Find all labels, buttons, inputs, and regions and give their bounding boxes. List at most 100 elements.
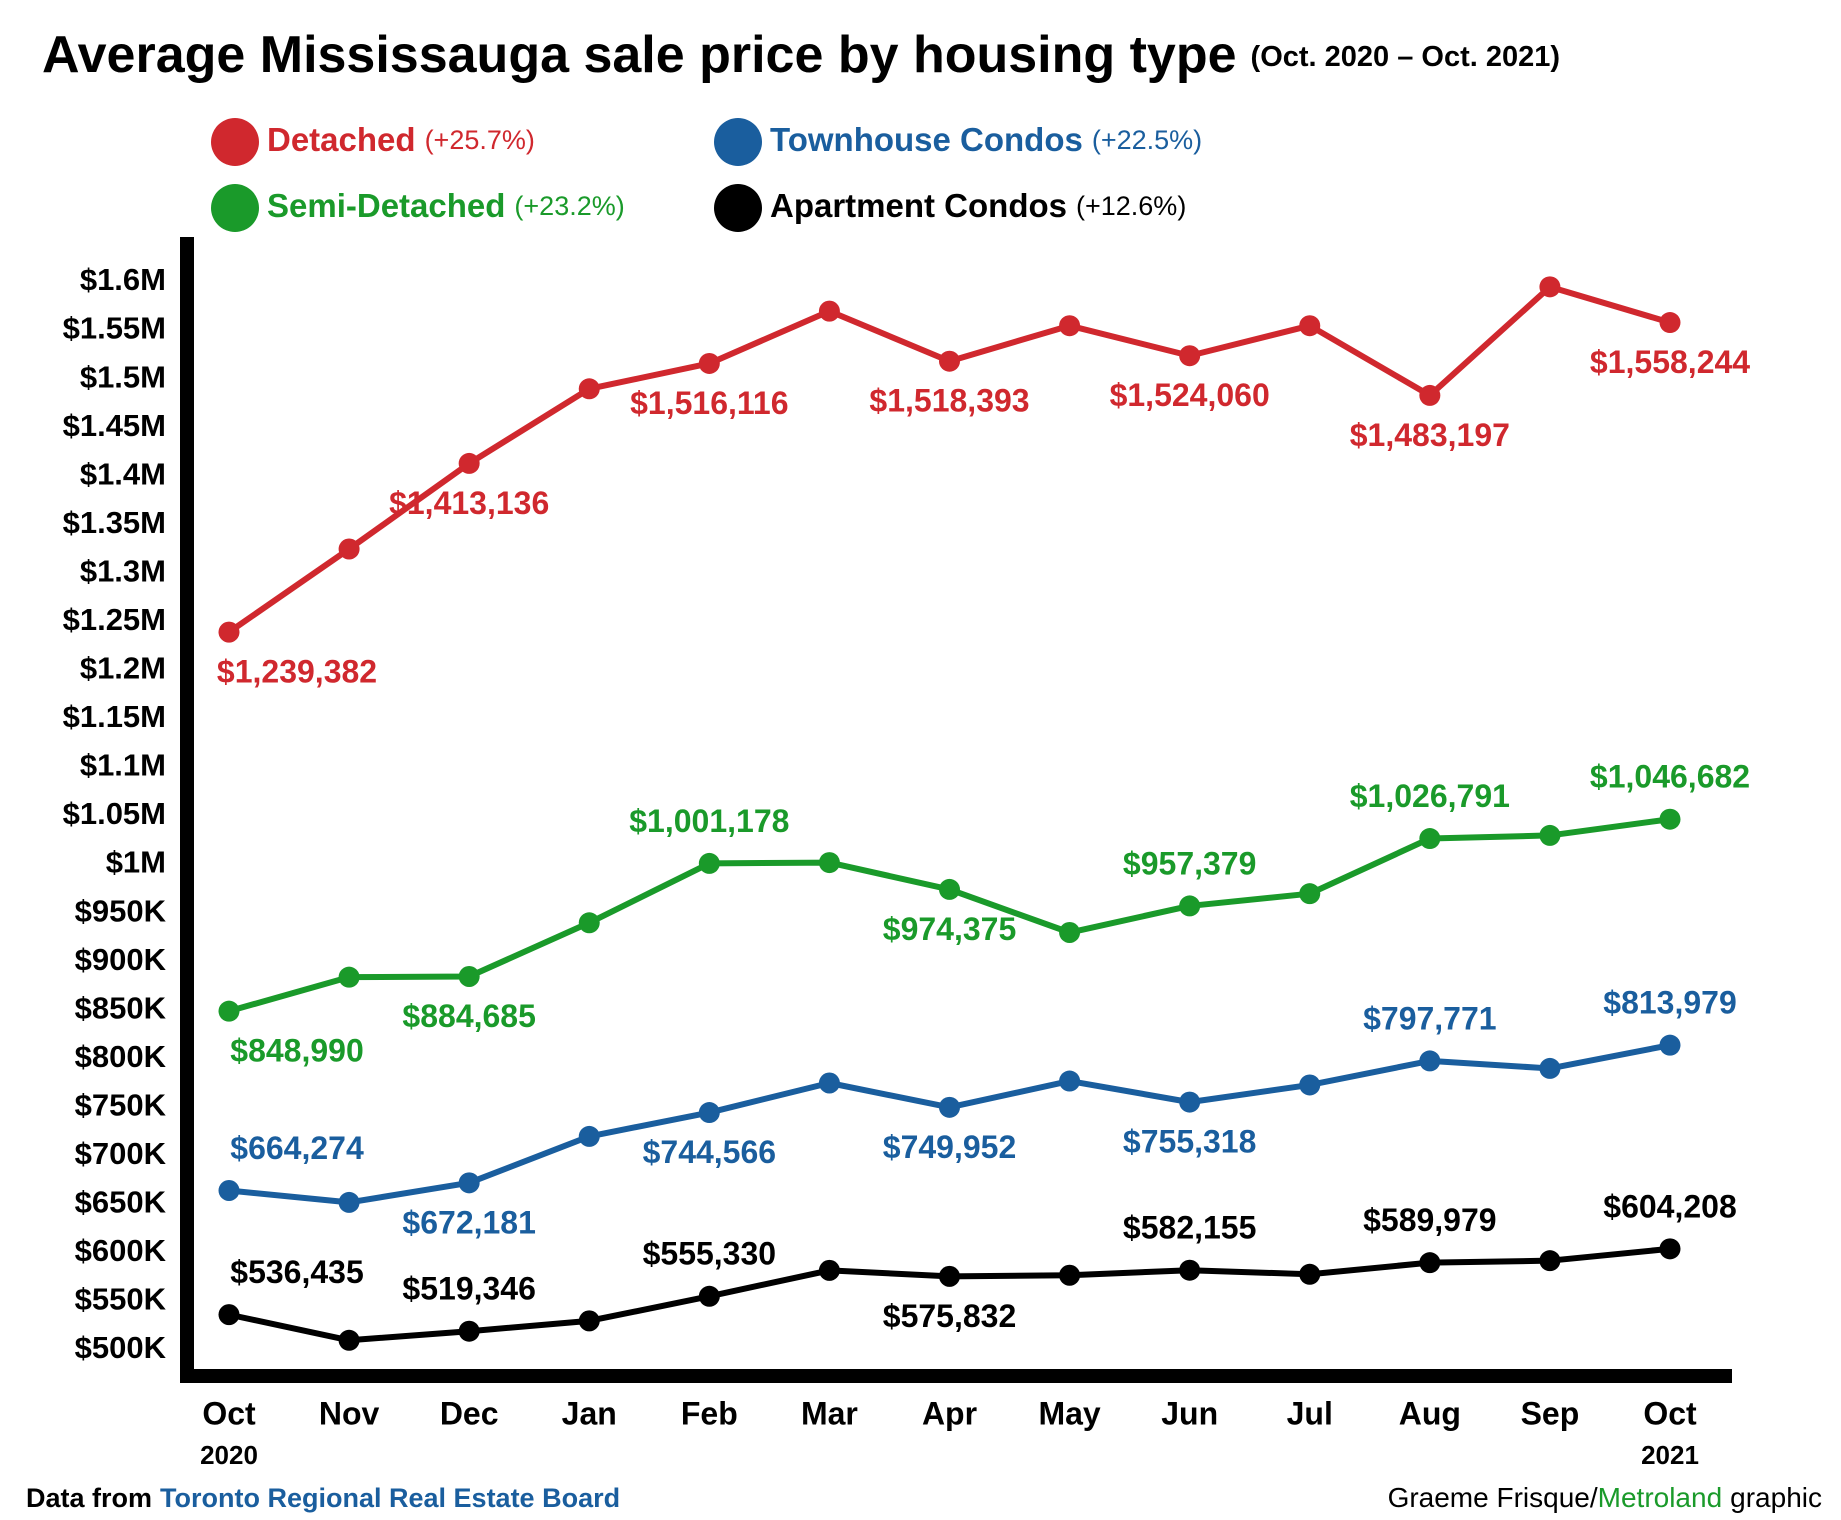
y-tick-label: $1.5M — [80, 359, 166, 394]
data-point — [1659, 312, 1681, 334]
data-point — [1179, 345, 1201, 367]
data-label: $1,483,197 — [1350, 417, 1510, 453]
data-label: $1,413,136 — [389, 485, 549, 521]
source-prefix: Data from — [26, 1483, 152, 1513]
y-tick-label: $900K — [75, 942, 167, 977]
x-tick-label: Mar — [801, 1395, 858, 1431]
data-point — [818, 852, 840, 874]
source-name: Toronto Regional Real Estate Board — [160, 1483, 620, 1513]
data-label: $848,990 — [230, 1033, 363, 1069]
series-line — [228, 1042, 1671, 1206]
legend-change: (+23.2%) — [514, 191, 624, 221]
data-point — [939, 878, 960, 900]
data-point — [338, 538, 360, 560]
legend-text: Townhouse Condos (+22.5%) — [770, 121, 1202, 158]
source-note: Data from Toronto Regional Real Estate Bo… — [26, 1483, 620, 1513]
data-point — [818, 1072, 840, 1094]
data-point — [1179, 1259, 1201, 1281]
data-label: $575,832 — [883, 1298, 1016, 1334]
x-year-label: 2021 — [1641, 1440, 1699, 1470]
legend-item: Townhouse Condos (+22.5%) — [714, 118, 1202, 166]
legend-text: Apartment Condos (+12.6%) — [770, 187, 1186, 224]
data-label: $672,181 — [402, 1204, 535, 1240]
chart-title-line: Average Mississauga sale price by housin… — [42, 26, 1560, 84]
data-label: $604,208 — [1603, 1188, 1736, 1224]
data-point — [458, 1320, 480, 1342]
data-label: $797,771 — [1363, 1000, 1496, 1036]
y-tick-label: $1.1M — [80, 748, 166, 783]
y-tick-label: $800K — [75, 1039, 167, 1074]
data-point — [1419, 1252, 1441, 1274]
credit-outlet: Metroland — [1598, 1482, 1723, 1513]
data-point — [338, 966, 360, 988]
legend-swatch — [714, 184, 762, 232]
data-point — [218, 1000, 240, 1022]
credit: Graeme Frisque/Metroland graphic — [1388, 1482, 1822, 1513]
data-point — [1299, 1263, 1321, 1285]
data-point — [939, 1265, 960, 1287]
y-tick-label: $850K — [75, 990, 167, 1025]
data-label: $1,026,791 — [1350, 778, 1510, 814]
data-point — [1059, 922, 1081, 944]
y-tick-label: $700K — [75, 1136, 167, 1171]
y-tick-label: $1.2M — [80, 651, 166, 686]
legend-text: Detached (+25.7%) — [267, 121, 535, 158]
y-tick-label: $650K — [75, 1185, 167, 1220]
y-tick-label: $600K — [75, 1233, 167, 1268]
data-point — [578, 1125, 600, 1147]
x-tick-label: Jan — [562, 1395, 617, 1431]
x-tick-label: Feb — [681, 1395, 738, 1431]
y-tick-label: $1.4M — [80, 456, 166, 491]
x-tick-label: Nov — [319, 1395, 380, 1431]
data-point — [1419, 828, 1441, 850]
data-point — [698, 852, 720, 874]
data-label: $1,046,682 — [1590, 759, 1750, 795]
chart-subtitle: (Oct. 2020 – Oct. 2021) — [1251, 41, 1561, 73]
x-tick-label: Apr — [922, 1395, 977, 1431]
legend-change: (+22.5%) — [1092, 125, 1202, 155]
data-point — [1059, 315, 1081, 337]
y-tick-label: $1.05M — [63, 796, 166, 831]
x-tick-label: Aug — [1399, 1395, 1461, 1431]
data-label: $1,239,382 — [217, 654, 377, 690]
legend-swatch — [211, 118, 259, 166]
data-label: $813,979 — [1603, 985, 1736, 1021]
legend-label: Townhouse Condos — [770, 121, 1083, 158]
data-label: $755,318 — [1123, 1124, 1256, 1160]
data-point — [458, 1172, 480, 1194]
data-point — [578, 912, 600, 934]
y-tick-label: $1.45M — [63, 408, 166, 443]
legend-item: Apartment Condos (+12.6%) — [714, 184, 1186, 232]
legend-swatch — [211, 184, 259, 232]
data-point — [1299, 883, 1321, 905]
data-point — [218, 1180, 240, 1202]
data-point — [458, 966, 480, 988]
data-point — [698, 1285, 720, 1307]
data-label: $1,516,116 — [630, 385, 788, 421]
data-point — [1539, 276, 1561, 298]
data-point — [578, 1310, 600, 1332]
series: $848,990 $884,685 $1,001,178 $974,375 $957,3… — [218, 759, 1750, 1069]
data-point — [218, 1304, 240, 1326]
data-point — [818, 300, 840, 322]
data-label: $974,375 — [883, 911, 1016, 947]
legend-text: Semi-Detached (+23.2%) — [267, 187, 625, 224]
data-label: $664,274 — [230, 1130, 364, 1166]
data-point — [1299, 315, 1321, 337]
y-tick-label: $1.55M — [63, 311, 166, 346]
legend-item: Detached (+25.7%) — [211, 118, 535, 166]
data-point — [939, 350, 960, 372]
legend-item: Semi-Detached (+23.2%) — [211, 184, 625, 232]
x-tick-label: Dec — [440, 1395, 499, 1431]
y-tick-label: $950K — [75, 893, 167, 928]
y-tick-label: $1.25M — [63, 602, 166, 637]
data-label: $519,346 — [402, 1271, 535, 1307]
x-tick-label: Sep — [1521, 1395, 1580, 1431]
plot-area: $500K $550K $600K $650K $700K $750K $800K $850K… — [63, 262, 1751, 1470]
x-tick-label: Oct — [1643, 1395, 1697, 1431]
data-point — [1539, 1057, 1561, 1079]
data-label: $884,685 — [402, 998, 535, 1034]
data-label: $582,155 — [1123, 1210, 1256, 1246]
data-point — [698, 352, 720, 374]
data-point — [338, 1191, 360, 1213]
